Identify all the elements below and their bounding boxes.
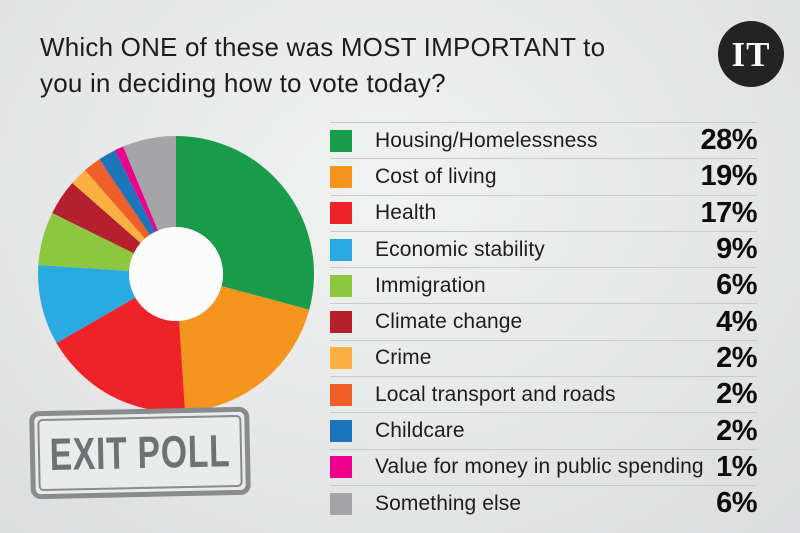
legend-row: Value for money in public spending 1% — [330, 448, 757, 485]
legend-value: 2% — [716, 414, 757, 447]
legend-color-swatch — [330, 129, 352, 152]
legend-color-swatch — [330, 238, 352, 261]
legend-color-swatch — [330, 202, 352, 225]
legend-label: Childcare — [375, 419, 465, 443]
legend-row: Economic stability 9% — [330, 230, 757, 267]
legend-color-swatch — [330, 311, 352, 334]
legend-color-swatch — [330, 274, 352, 297]
legend-color-swatch — [330, 165, 352, 188]
legend-label: Something else — [375, 491, 522, 515]
legend-value: 28% — [700, 124, 757, 157]
legend-value: 9% — [716, 233, 757, 266]
pie-segment — [56, 297, 186, 412]
legend-value: 6% — [716, 269, 757, 302]
chart-legend: Housing/Homelessness 28% Cost of living 19%… — [330, 122, 757, 521]
title-line-1: Which ONE of these was MOST IMPORTANT to — [40, 32, 606, 62]
legend-row: Local transport and roads 2% — [330, 376, 757, 412]
legend-label: Climate change — [375, 310, 523, 334]
legend-row: Housing/Homelessness 28% — [330, 122, 757, 158]
legend-row: Health 17% — [330, 194, 757, 231]
stamp-label: EXIT POLL — [49, 425, 231, 480]
donut-chart — [38, 136, 315, 412]
legend-label: Cost of living — [375, 164, 497, 188]
pie-segment — [99, 150, 156, 235]
pie-segment — [72, 170, 146, 244]
legend-row: Climate change 4% — [330, 303, 757, 339]
legend-label: Crime — [375, 346, 432, 370]
exit-poll-stamp: EXIT POLL — [29, 406, 251, 500]
legend-value: 2% — [716, 378, 757, 411]
pie-segment — [179, 286, 310, 412]
legend-value: 17% — [700, 196, 757, 229]
legend-value: 2% — [716, 341, 757, 374]
legend-row: Childcare 2% — [330, 412, 757, 448]
legend-color-swatch — [330, 456, 352, 479]
legend-label: Health — [375, 201, 437, 225]
title-line-2: you in deciding how to vote today? — [40, 68, 446, 98]
legend-label: Local transport and roads — [375, 382, 616, 406]
legend-value: 6% — [716, 487, 757, 520]
pie-segment — [176, 136, 315, 310]
pie-segment — [38, 264, 136, 343]
legend-color-swatch — [330, 347, 352, 370]
legend-color-swatch — [330, 420, 352, 443]
legend-color-swatch — [330, 492, 352, 515]
legend-label: Economic stability — [375, 237, 545, 261]
legend-row: Crime 2% — [330, 339, 757, 376]
pie-segment — [85, 159, 150, 239]
irish-times-logo-text: IT — [731, 34, 771, 74]
legend-label: Immigration — [375, 273, 486, 297]
pie-segment — [52, 183, 141, 254]
pie-segment — [38, 212, 134, 271]
irish-times-logo: IT — [718, 21, 784, 87]
legend-row: Immigration 6% — [330, 267, 757, 303]
legend-value: 4% — [716, 305, 757, 338]
legend-label: Value for money in public spending — [375, 455, 704, 479]
legend-label: Housing/Homelessness — [375, 128, 598, 152]
pie-segment — [114, 146, 159, 232]
legend-color-swatch — [330, 383, 352, 406]
donut-hole — [129, 227, 223, 321]
legend-value: 19% — [700, 160, 757, 193]
legend-value: 1% — [716, 450, 757, 483]
pie-segment — [123, 136, 176, 231]
page-title: Which ONE of these was MOST IMPORTANT to… — [40, 29, 605, 101]
legend-row: Something else 6% — [330, 484, 757, 521]
legend-row: Cost of living 19% — [330, 158, 757, 194]
